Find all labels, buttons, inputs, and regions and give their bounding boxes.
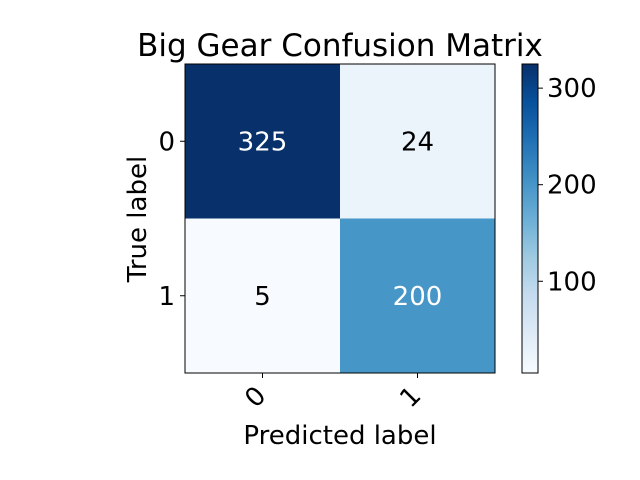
x-axis-label: Predicted label (243, 421, 436, 451)
colorbar-tick-label: 200 (547, 171, 597, 201)
heatmap-cell (340, 64, 495, 219)
colorbar-tick-label: 300 (547, 74, 597, 104)
x-tick-label: 0 (239, 381, 272, 414)
heatmap-cell (185, 64, 340, 219)
y-axis-ticks: 01 (158, 127, 185, 312)
y-tick-label: 0 (158, 127, 175, 157)
heatmap-cell (185, 218, 340, 373)
colorbar (521, 63, 539, 374)
y-tick-label: 1 (158, 282, 175, 312)
cell-value-label: 24 (401, 127, 434, 157)
cell-value-label: 200 (393, 282, 443, 312)
heatmap-cells (185, 64, 495, 373)
y-axis-label: True label (123, 156, 153, 283)
colorbar-ticks: 100 200 300 (538, 74, 597, 297)
colorbar-tick-label: 100 (547, 267, 597, 297)
heatmap-cell (340, 218, 495, 373)
chart-title: Big Gear Confusion Matrix (137, 28, 543, 64)
cell-value-label: 325 (238, 127, 288, 157)
plot-frame (184, 63, 496, 374)
heatmap-cell-labels: 325 24 5 200 (238, 127, 443, 312)
x-tick-label: 1 (394, 381, 427, 414)
cell-value-label: 5 (254, 282, 271, 312)
